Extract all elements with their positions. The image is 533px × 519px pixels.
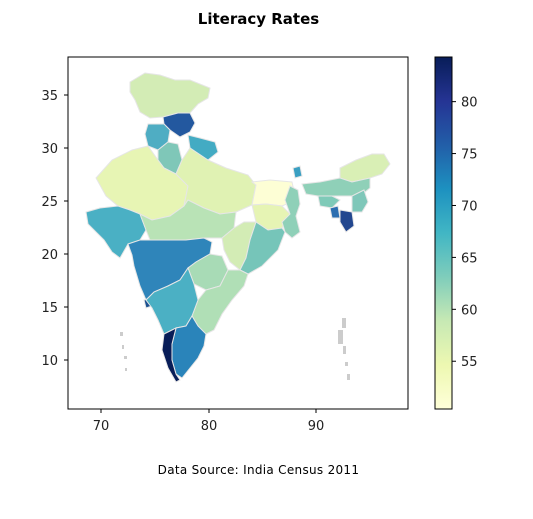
y-axis: 35 30 25 20 15 10 xyxy=(41,89,68,369)
region-sikkim xyxy=(292,165,303,179)
colorbar-tick-label: 60 xyxy=(461,303,478,318)
region-meghalaya xyxy=(317,195,341,209)
region-nagaland-manipur xyxy=(351,189,369,213)
colorbar-tick-label: 80 xyxy=(461,96,478,111)
y-tick-label: 35 xyxy=(41,89,58,104)
x-tick-label: 80 xyxy=(201,419,218,434)
colorbar-tick-label: 70 xyxy=(461,199,478,214)
y-tick-label: 20 xyxy=(41,248,58,263)
colorbar-tick-label: 65 xyxy=(461,251,478,266)
x-axis: 70 80 90 xyxy=(93,409,325,434)
y-tick-label: 15 xyxy=(41,301,58,316)
india-map xyxy=(85,72,391,383)
y-tick-label: 25 xyxy=(41,195,58,210)
x-tick-label: 70 xyxy=(93,419,110,434)
colorbar-tick-label: 75 xyxy=(461,148,478,163)
islands-no-data xyxy=(120,318,350,380)
region-jammu-kashmir xyxy=(129,72,211,119)
region-west-bengal xyxy=(281,185,301,239)
colorbar-gradient xyxy=(434,56,453,410)
chart-title: Literacy Rates xyxy=(197,10,320,28)
region-mizoram xyxy=(339,209,355,233)
data-source-caption: Data Source: India Census 2011 xyxy=(157,463,360,477)
region-kerala xyxy=(161,327,181,383)
region-karnataka xyxy=(145,266,199,335)
x-tick-label: 90 xyxy=(308,419,325,434)
y-tick-label: 30 xyxy=(41,142,58,157)
region-odisha xyxy=(239,221,286,275)
y-tick-label: 10 xyxy=(41,354,58,369)
colorbar-tick-label: 55 xyxy=(461,355,478,370)
region-tripura xyxy=(329,205,341,219)
colorbar: 80 75 70 65 60 55 xyxy=(434,56,478,410)
